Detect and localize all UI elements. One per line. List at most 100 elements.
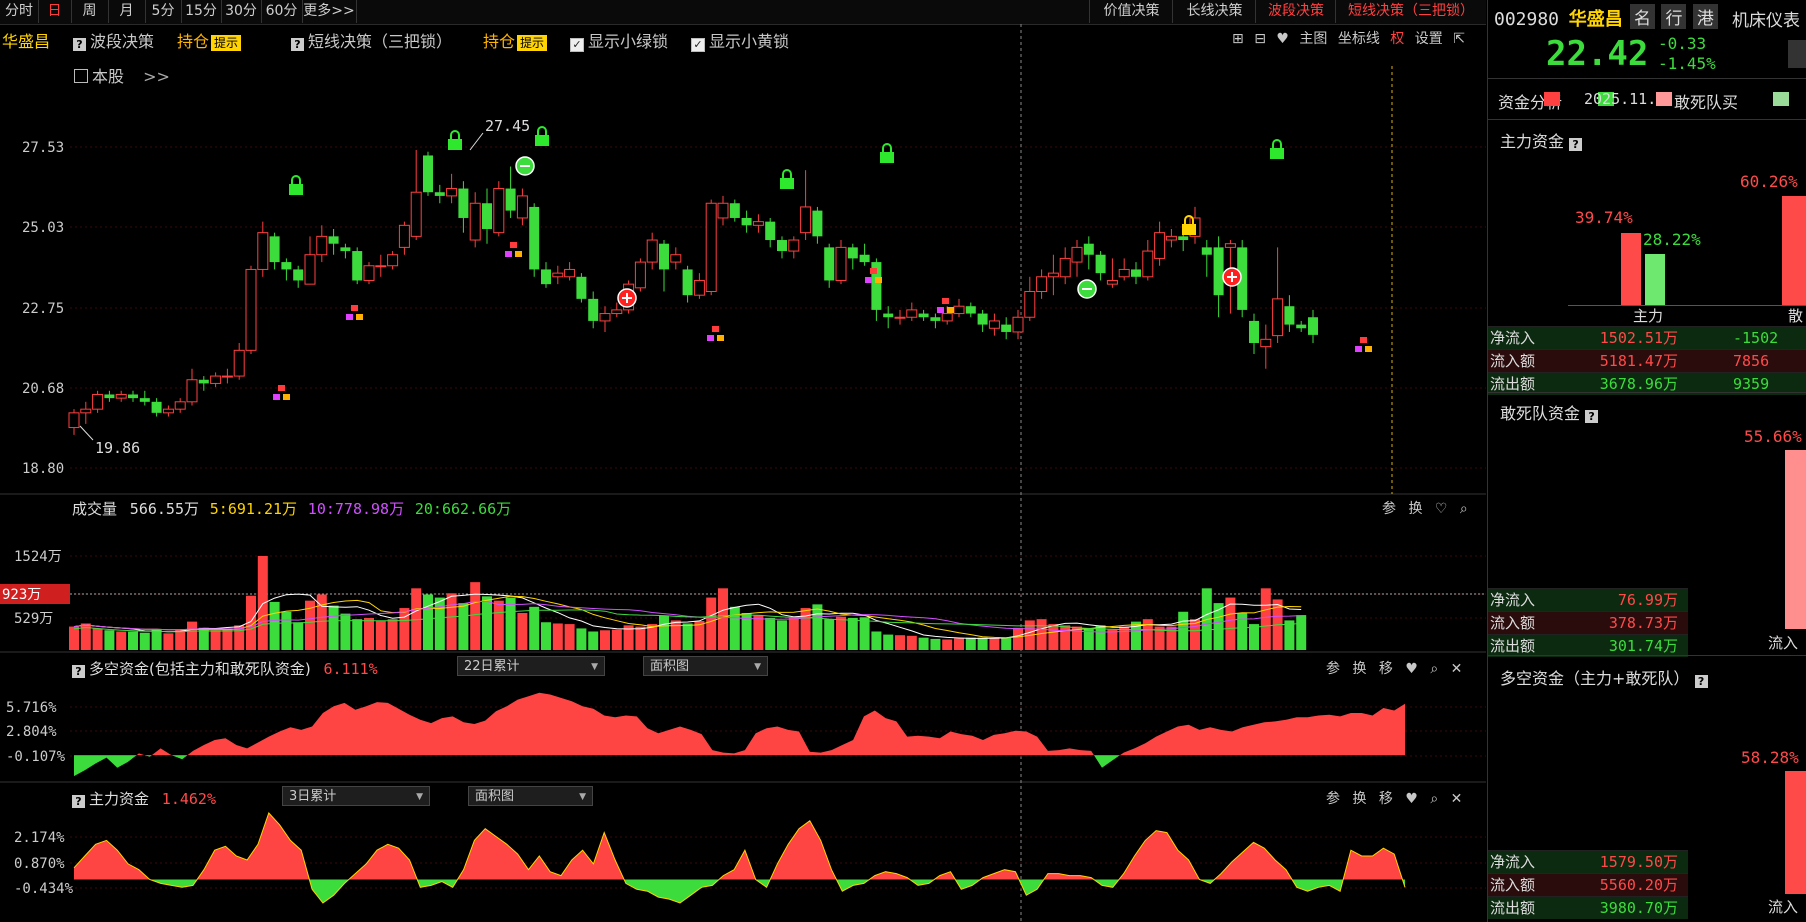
candle-body xyxy=(1224,243,1236,248)
green-lock-icon xyxy=(535,135,549,146)
right-panel: 002980 华盛昌 名 行 港 机床仪表 22.42 -0.33 -1.45%… xyxy=(1487,0,1806,922)
scroll-handle[interactable] xyxy=(1788,40,1806,68)
small-lock-icon xyxy=(505,251,512,257)
tab-industry[interactable]: 行 xyxy=(1661,4,1687,29)
period-3-button[interactable]: 月 xyxy=(108,0,146,23)
param-button[interactable]: 参 xyxy=(1382,501,1396,517)
candle-body xyxy=(1142,250,1154,278)
heart-icon[interactable]: ♥ xyxy=(1405,791,1418,807)
volume-bar xyxy=(1036,619,1047,650)
strategy-2-button[interactable]: 波段决策 xyxy=(1255,0,1336,23)
volume-bar xyxy=(765,617,776,650)
heart-icon[interactable]: ♥ xyxy=(1276,31,1289,47)
small-lock-icon xyxy=(283,394,290,400)
candle-body xyxy=(328,236,339,244)
candle-body xyxy=(682,269,693,296)
volume-bar xyxy=(328,605,339,650)
stock-name: 华盛昌 xyxy=(1568,9,1623,30)
period-5-button[interactable]: 15分 xyxy=(181,0,222,23)
switch-button[interactable]: 换 xyxy=(1352,791,1367,807)
volume-bar xyxy=(1225,597,1236,650)
tip-badge-2[interactable]: 提示 xyxy=(517,35,548,51)
candle-body xyxy=(458,188,469,218)
candle-body xyxy=(765,221,776,241)
settings-button[interactable]: 设置 xyxy=(1414,31,1443,47)
mainfund-value: 1.462% xyxy=(161,790,216,808)
switch-button[interactable]: 换 xyxy=(1408,501,1423,517)
heart-icon[interactable]: ♥ xyxy=(1405,661,1418,677)
candle-body xyxy=(752,221,764,226)
volume-ma-line xyxy=(73,593,1302,639)
volume-bar xyxy=(1131,621,1141,650)
wave-decision-toggle[interactable]: ? 波段决策 xyxy=(73,28,154,52)
show-green-lock-checkbox[interactable]: 显示小绿锁 xyxy=(570,28,668,52)
multi-period-select[interactable]: 22日累计 ▼ xyxy=(457,656,605,676)
multi-style-select[interactable]: 面积图 ▼ xyxy=(643,656,768,676)
volume-bar xyxy=(187,621,197,650)
candle-body xyxy=(505,188,516,211)
volume-bar xyxy=(635,626,646,650)
candle-body xyxy=(104,394,115,399)
zoom-in-icon[interactable]: ⊞ xyxy=(1232,31,1244,47)
short-decision-toggle[interactable]: ? 短线决策（三把锁） xyxy=(291,28,452,52)
move-button[interactable]: 移 xyxy=(1378,661,1393,677)
help-icon[interactable]: ? xyxy=(72,665,85,678)
checkbox-icon[interactable] xyxy=(74,69,88,83)
help-icon[interactable]: ? xyxy=(73,38,86,51)
help-icon[interactable]: ? xyxy=(1569,138,1583,151)
export-icon[interactable]: ⇱ xyxy=(1453,31,1465,47)
param-button[interactable]: 参 xyxy=(1326,791,1340,807)
param-button[interactable]: 参 xyxy=(1326,661,1340,677)
period-4-button[interactable]: 5分 xyxy=(145,0,182,23)
volume-bar xyxy=(139,632,150,650)
this-stock-checkbox[interactable]: 本股 >> xyxy=(74,63,170,87)
checkbox-icon[interactable] xyxy=(570,38,584,52)
volume-bar xyxy=(470,582,481,650)
help-icon[interactable]: ? xyxy=(1585,410,1599,423)
coord-line-button[interactable]: 坐标线 xyxy=(1337,31,1380,47)
expand-icon[interactable]: >> xyxy=(143,67,170,86)
search-icon[interactable]: ⌕ xyxy=(1430,791,1439,807)
zoom-out-icon[interactable]: ⊟ xyxy=(1254,31,1266,47)
switch-button[interactable]: 换 xyxy=(1352,661,1367,677)
strategy-3-button[interactable]: 短线决策（三把锁） xyxy=(1335,0,1486,23)
current-price: 22.42 xyxy=(1546,34,1649,74)
close-icon[interactable]: ✕ xyxy=(1450,791,1463,807)
period-7-button[interactable]: 60分 xyxy=(261,0,303,23)
search-icon[interactable]: ⌕ xyxy=(1430,661,1439,677)
period-2-button[interactable]: 周 xyxy=(71,0,109,23)
tip-badge[interactable]: 提示 xyxy=(211,35,242,51)
mainfund-style-select[interactable]: 面积图 ▼ xyxy=(468,786,593,806)
tab-name[interactable]: 名 xyxy=(1630,4,1655,29)
tab-hk[interactable]: 港 xyxy=(1692,4,1718,29)
help-icon[interactable]: ? xyxy=(1694,675,1708,688)
main-chart-button[interactable]: 主图 xyxy=(1299,31,1328,47)
period-0-button[interactable]: 分时 xyxy=(0,0,39,23)
main-fund-table: 净流入 1502.51万 -1502 流入额 5181.47万 7856 流出额 3678.9… xyxy=(1488,326,1806,395)
green-lock-icon xyxy=(880,152,894,163)
volume-bar xyxy=(706,597,717,650)
period-1-button[interactable]: 日 xyxy=(38,0,72,23)
candle-body xyxy=(705,202,717,293)
close-icon[interactable]: ✕ xyxy=(1450,661,1463,677)
rights-button[interactable]: 权 xyxy=(1390,31,1405,47)
small-lock-icon xyxy=(1360,337,1367,343)
candle-body xyxy=(1001,324,1012,332)
green-lock-icon xyxy=(537,126,547,135)
move-button[interactable]: 移 xyxy=(1378,791,1393,807)
help-icon[interactable]: ? xyxy=(291,38,304,51)
checkbox-icon[interactable] xyxy=(691,38,705,52)
heart-icon[interactable]: ♡ xyxy=(1434,501,1448,517)
show-yellow-lock-checkbox[interactable]: 显示小黄锁 xyxy=(691,28,789,52)
help-icon[interactable]: ? xyxy=(72,795,85,808)
mainfund-period-select[interactable]: 3日累计 ▼ xyxy=(282,786,430,806)
search-icon[interactable]: ⌕ xyxy=(1459,501,1468,517)
period-6-button[interactable]: 30分 xyxy=(221,0,262,23)
flow-row: 流入额 378.73万 xyxy=(1488,611,1688,634)
multi-tools: 参 换 移 ♥ ⌕ ✕ xyxy=(1326,658,1462,678)
candle-body xyxy=(541,269,551,285)
strategy-1-button[interactable]: 长线决策 xyxy=(1172,0,1256,23)
period-8-button[interactable]: 更多>> xyxy=(302,0,357,23)
strategy-0-button[interactable]: 价值决策 xyxy=(1089,0,1173,23)
candle-body xyxy=(883,313,894,318)
